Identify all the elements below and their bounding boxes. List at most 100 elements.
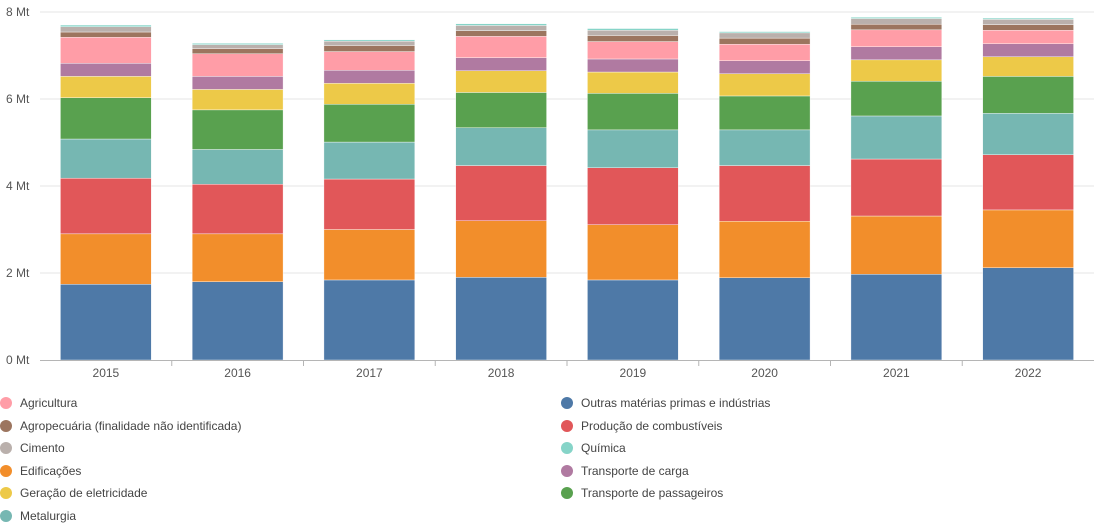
- bar-segment[interactable]: [323, 40, 416, 46]
- bar-segment[interactable]: [323, 45, 416, 52]
- bar-segment[interactable]: [982, 76, 1074, 114]
- bar-segment[interactable]: [191, 233, 284, 282]
- legend-item[interactable]: Cimento: [0, 439, 65, 457]
- bar-segment[interactable]: [587, 28, 679, 31]
- bar-segment[interactable]: [850, 29, 943, 47]
- bar-segment[interactable]: [60, 37, 152, 64]
- bar-segment[interactable]: [455, 23, 547, 26]
- bar-segment[interactable]: [982, 17, 1074, 20]
- bar-segment[interactable]: [982, 43, 1074, 58]
- bar-segment[interactable]: [191, 184, 284, 235]
- bar-segment[interactable]: [60, 177, 152, 235]
- bar-segment[interactable]: [323, 178, 416, 230]
- bar-segment[interactable]: [982, 24, 1074, 31]
- bar-segment[interactable]: [718, 165, 811, 222]
- bar-segment[interactable]: [323, 279, 416, 361]
- bar-segment[interactable]: [191, 281, 284, 361]
- bar-segment[interactable]: [191, 43, 284, 45]
- bar-segment[interactable]: [850, 46, 943, 61]
- bar-segment[interactable]: [60, 76, 152, 98]
- bar-segment[interactable]: [455, 127, 547, 166]
- bar-segment[interactable]: [587, 167, 679, 225]
- legend-item[interactable]: Agricultura: [0, 394, 77, 412]
- bar-segment[interactable]: [718, 43, 811, 61]
- bar-segment[interactable]: [850, 59, 943, 82]
- bar-segment[interactable]: [718, 31, 811, 34]
- bar-segment[interactable]: [60, 284, 152, 361]
- bar-segment[interactable]: [587, 279, 679, 361]
- bar-segment[interactable]: [587, 30, 679, 36]
- bar-segment[interactable]: [455, 25, 547, 31]
- bar-segment[interactable]: [455, 92, 547, 128]
- bar-segment[interactable]: [455, 36, 547, 58]
- bar-segment[interactable]: [718, 277, 811, 361]
- legend-item[interactable]: Produção de combustíveis: [561, 417, 722, 435]
- bar-segment[interactable]: [850, 274, 943, 361]
- legend-swatch: [0, 487, 12, 500]
- bar-segment[interactable]: [982, 19, 1074, 25]
- bar-segment[interactable]: [60, 63, 152, 77]
- bar-segment[interactable]: [587, 129, 679, 168]
- bar-segment[interactable]: [60, 24, 152, 27]
- bar-segment[interactable]: [850, 158, 943, 217]
- bar-segment[interactable]: [718, 129, 811, 166]
- bar-segment[interactable]: [60, 31, 152, 38]
- bar-segment[interactable]: [191, 76, 284, 90]
- bar-segment[interactable]: [850, 23, 943, 31]
- bar-segment[interactable]: [982, 113, 1074, 155]
- bar-segment[interactable]: [455, 30, 547, 37]
- bar-segment[interactable]: [587, 71, 679, 94]
- bar-segment[interactable]: [60, 26, 152, 33]
- legend-item[interactable]: Transporte de carga: [561, 462, 689, 480]
- bar-segment[interactable]: [60, 97, 152, 140]
- bar-segment[interactable]: [323, 70, 416, 84]
- bar-segment[interactable]: [323, 229, 416, 281]
- bar-segment[interactable]: [191, 89, 284, 111]
- bar-segment[interactable]: [850, 215, 943, 275]
- bar-segment[interactable]: [323, 39, 416, 42]
- bar-segment[interactable]: [718, 95, 811, 131]
- legend-item[interactable]: Edificações: [0, 462, 81, 480]
- bar-segment[interactable]: [323, 104, 416, 143]
- bar-segment[interactable]: [455, 220, 547, 278]
- bar-segment[interactable]: [191, 53, 284, 77]
- bar-segment[interactable]: [191, 109, 284, 150]
- bar-segment[interactable]: [982, 267, 1074, 361]
- legend-item[interactable]: Agropecuária (finalidade não identificad…: [0, 417, 241, 435]
- bar-segment[interactable]: [850, 80, 943, 117]
- bar-segment[interactable]: [982, 154, 1074, 211]
- bar-segment[interactable]: [455, 165, 547, 221]
- bar-segment[interactable]: [455, 277, 547, 361]
- bar-segment[interactable]: [850, 115, 943, 160]
- bar-segment[interactable]: [587, 58, 679, 73]
- bar-segment[interactable]: [323, 141, 416, 180]
- bar-segment[interactable]: [982, 56, 1074, 77]
- bar-segment[interactable]: [718, 221, 811, 278]
- legend-item[interactable]: Geração de eletricidade: [0, 484, 147, 502]
- bar-segment[interactable]: [718, 37, 811, 45]
- bar-segment[interactable]: [455, 70, 547, 93]
- bar-segment[interactable]: [587, 35, 679, 42]
- bar-segment[interactable]: [191, 48, 284, 54]
- bar-segment[interactable]: [587, 93, 679, 131]
- legend-item[interactable]: Outras matérias primas e indústrias: [561, 394, 770, 412]
- legend-item[interactable]: Metalurgia: [0, 507, 76, 525]
- bar-segment[interactable]: [982, 209, 1074, 268]
- bar-segment[interactable]: [587, 224, 679, 281]
- bar-segment[interactable]: [587, 41, 679, 60]
- bar-segment[interactable]: [718, 73, 811, 97]
- bar-segment[interactable]: [982, 30, 1074, 44]
- bar-segment[interactable]: [850, 17, 943, 19]
- bar-segment[interactable]: [850, 18, 943, 25]
- bar-segment[interactable]: [191, 149, 284, 185]
- bar-segment[interactable]: [718, 32, 811, 39]
- legend-item[interactable]: Transporte de passageiros: [561, 484, 723, 502]
- bar-segment[interactable]: [191, 44, 284, 49]
- bar-segment[interactable]: [60, 138, 152, 179]
- bar-segment[interactable]: [60, 233, 152, 285]
- bar-segment[interactable]: [718, 60, 811, 74]
- bar-segment[interactable]: [323, 51, 416, 71]
- bar-segment[interactable]: [455, 57, 547, 71]
- bar-segment[interactable]: [323, 83, 416, 105]
- legend-item[interactable]: Química: [561, 439, 626, 457]
